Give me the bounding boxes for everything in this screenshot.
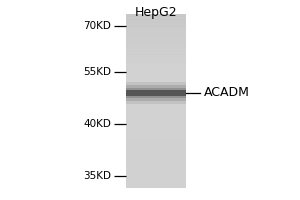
Text: 55KD: 55KD [83,67,111,77]
Bar [126,88,186,98]
Bar [126,31,186,34]
Bar [126,66,186,69]
Text: 40KD: 40KD [83,119,111,129]
Bar [126,80,186,84]
Bar [126,86,186,89]
Bar [126,185,186,188]
Bar [126,83,186,86]
Bar [126,109,186,113]
Bar [126,179,186,182]
Bar [126,77,186,81]
Bar [126,164,186,168]
Bar [126,176,186,179]
Bar [126,60,186,63]
Bar [126,28,186,31]
Bar [126,182,186,185]
Bar [126,82,186,104]
Bar [126,104,186,107]
Text: 35KD: 35KD [83,171,111,181]
Bar [126,63,186,66]
Bar [126,14,186,17]
Bar [126,17,186,20]
Bar [126,159,186,162]
Bar [126,51,186,55]
Bar [126,101,186,104]
Bar [126,95,186,98]
Bar [126,118,186,121]
Bar [126,40,186,43]
Bar [126,127,186,130]
Bar [126,173,186,176]
Bar [126,124,186,127]
Bar [126,25,186,28]
Bar [126,141,186,144]
Bar [126,85,186,101]
Bar [126,92,186,95]
Bar [126,54,186,57]
Bar [126,57,186,60]
Bar [126,167,186,171]
Bar [126,130,186,133]
Text: 70KD: 70KD [83,21,111,31]
Bar [126,138,186,142]
Bar [126,19,186,23]
Bar [126,34,186,37]
Bar [126,170,186,173]
Bar [126,112,186,115]
Bar [126,69,186,72]
Bar [126,132,186,136]
Bar [126,43,186,46]
Bar [126,89,186,92]
Bar [126,74,186,78]
Bar [126,153,186,156]
Bar [126,135,186,139]
Bar [126,147,186,150]
Bar [126,22,186,26]
Bar [126,37,186,40]
Bar [126,106,186,110]
Bar [126,72,186,75]
Bar [126,121,186,124]
Bar [126,46,186,49]
Bar [126,156,186,159]
Bar [126,90,186,96]
Bar [126,115,186,118]
Bar [126,98,186,101]
Bar [126,162,186,165]
Bar [126,144,186,147]
Text: ACADM: ACADM [204,86,250,99]
Text: HepG2: HepG2 [135,6,177,19]
Bar [126,48,186,52]
Bar [126,150,186,153]
Bar [126,14,186,188]
